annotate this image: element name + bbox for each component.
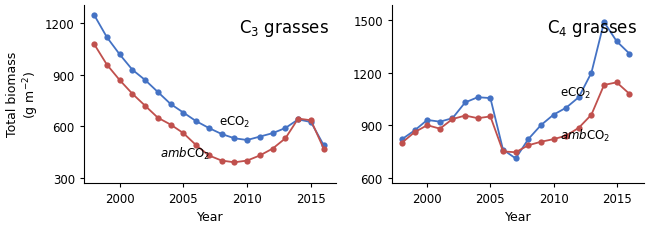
X-axis label: Year: Year: [505, 210, 532, 224]
Y-axis label: Total biomass
(g m$^{-2}$): Total biomass (g m$^{-2}$): [6, 52, 41, 137]
Text: C$_4$ grasses: C$_4$ grasses: [547, 18, 637, 39]
Text: eCO$_2$: eCO$_2$: [560, 86, 591, 101]
Text: eCO$_2$: eCO$_2$: [219, 115, 250, 130]
Text: $\mathit{amb}$CO$_2$: $\mathit{amb}$CO$_2$: [161, 145, 211, 161]
X-axis label: Year: Year: [197, 210, 224, 224]
Text: C$_3$ grasses: C$_3$ grasses: [239, 18, 329, 39]
Text: $\mathit{amb}$CO$_2$: $\mathit{amb}$CO$_2$: [560, 128, 610, 144]
